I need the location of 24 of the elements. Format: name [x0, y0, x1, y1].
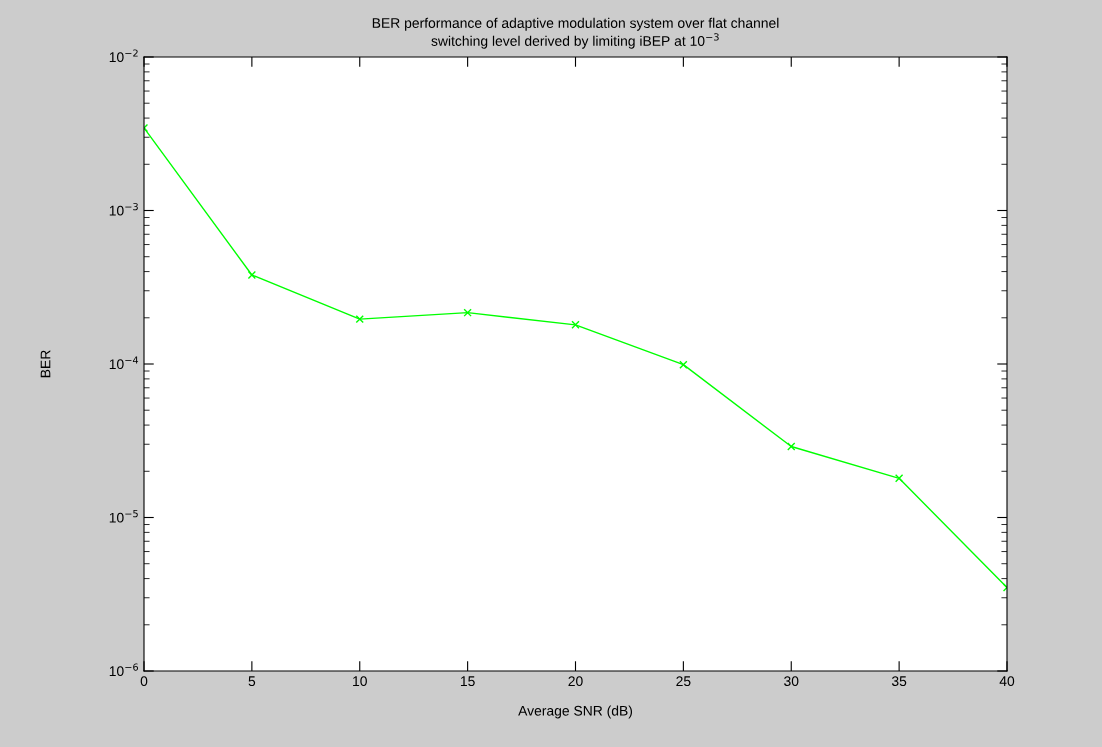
point — [355, 314, 364, 324]
y-tick-label: 10$^{−2}$ — [109, 49, 138, 63]
x-tick-label: 15 — [460, 676, 475, 687]
chart-title: BER performance of adaptive modulation system over flat channel switching level derived by limiting iBEP at 10$^{−3}$ — [372, 17, 779, 49]
x-tick-label: 10 — [353, 676, 367, 687]
point — [679, 360, 688, 369]
point — [787, 442, 796, 451]
point — [463, 308, 472, 317]
y-tick-label: 10$^{−4}$ — [109, 356, 139, 370]
y-tick-label: 10$^{−5}$ — [109, 510, 138, 523]
x-tick-label: 35 — [891, 676, 907, 687]
x-axis-title: Average SNR (dB) — [518, 705, 633, 719]
point — [571, 320, 580, 329]
y-tick-label: 10$^{−6}$ — [109, 663, 139, 677]
x-tick-label: 40 — [999, 676, 1015, 687]
x-tick-label: 20 — [568, 676, 583, 687]
x-tick-label: 0 — [140, 676, 148, 687]
x-tick-label: 25 — [676, 676, 691, 687]
x-tick-label: 30 — [784, 676, 799, 687]
y-tick-label: 10$^{−3}$ — [109, 202, 138, 216]
point — [247, 270, 257, 280]
y-axis-title: BER — [40, 350, 51, 378]
point — [894, 474, 904, 483]
x-tick-label: 5 — [248, 676, 256, 687]
